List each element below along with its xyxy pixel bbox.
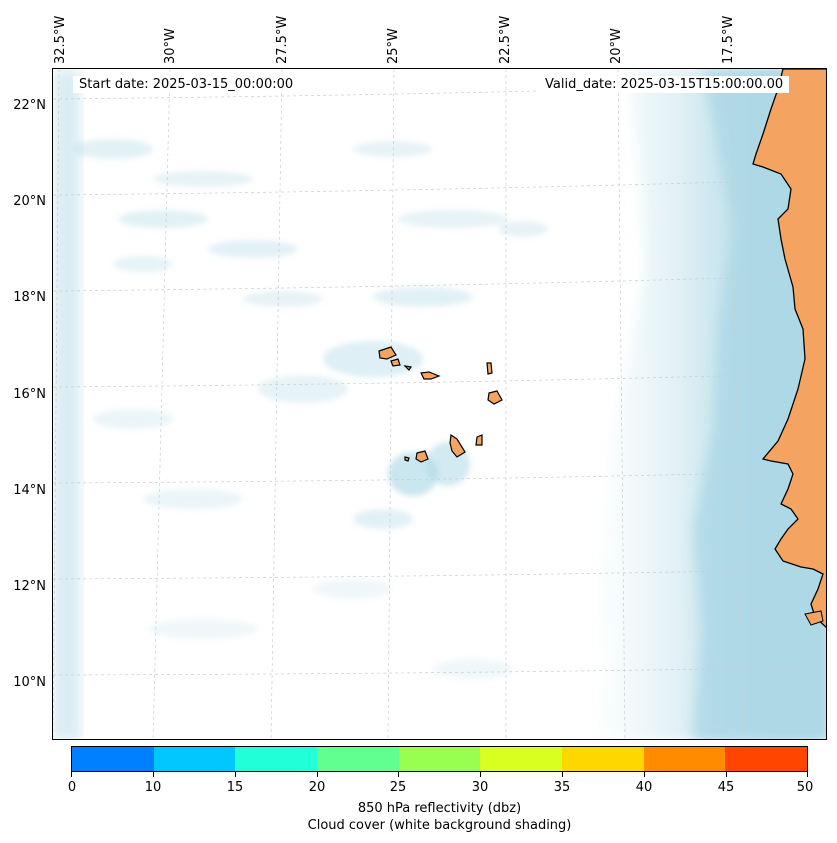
colorbar-tick-label: 40 [635, 780, 653, 795]
map-svg [53, 69, 826, 739]
colorbar-tick-label: 30 [471, 780, 489, 795]
lon-label-17-5w: 17.5°W [721, 15, 736, 64]
colorbar-tick-mark [317, 772, 318, 777]
africa-coast [752, 69, 826, 629]
island-sal [486, 362, 493, 375]
lat-label-12n: 12°N [13, 579, 46, 594]
cape-verde-islands [378, 346, 503, 463]
colorbar-tick-mark [235, 772, 236, 777]
colorbar-tick-label: 15 [226, 780, 244, 795]
colorbar-tick-mark [153, 772, 154, 777]
island-fogo [415, 450, 429, 463]
island-brava [404, 456, 410, 462]
colorbar-tick-label: 25 [389, 780, 407, 795]
colorbar-tick-mark [807, 772, 808, 777]
start-date-label: Start date: 2025-03-15_00:00:00 [73, 76, 300, 93]
colorbar-segment-25-30 [398, 747, 481, 771]
colorbar-tick-mark [726, 772, 727, 777]
lat-label-20n: 20°N [13, 194, 46, 209]
island-santiago [449, 433, 466, 458]
cloud-strip-west [53, 69, 81, 739]
colorbar-tick-label: 50 [796, 780, 814, 795]
colorbar-segment-15-20 [235, 747, 318, 771]
colorbar-tick-mark [644, 772, 645, 777]
coastal-island [804, 610, 824, 626]
lat-label-10n: 10°N [13, 675, 46, 690]
colorbar-segment-10-15 [153, 747, 236, 771]
colorbar-tick-label: 35 [553, 780, 571, 795]
colorbar-tick-mark [562, 772, 563, 777]
lat-label-14n: 14°N [13, 483, 46, 498]
lon-label-20w: 20°W [609, 28, 624, 64]
cloud-patches [73, 139, 548, 679]
colorbar-tick-label: 10 [144, 780, 162, 795]
island-santa-luzia [403, 365, 413, 371]
lon-label-25w: 25°W [386, 28, 401, 64]
island-sao-vicente [390, 358, 401, 367]
colorbar-tick-mark [398, 772, 399, 777]
lon-label-22-5w: 22.5°W [498, 15, 513, 64]
island-maio [475, 434, 483, 446]
lon-label-30w: 30°W [163, 28, 178, 64]
lon-label-27-5w: 27.5°W [275, 15, 290, 64]
colorbar-tick-label: 45 [717, 780, 735, 795]
reflectivity-colorbar [71, 746, 808, 772]
colorbar-segment-35-40 [562, 747, 644, 771]
valid-date-label: Valid_date: 2025-03-15T15:00:00.00 [539, 76, 790, 93]
map-canvas[interactable] [52, 68, 827, 740]
lat-label-18n: 18°N [13, 290, 46, 305]
colorbar-tick-label: 0 [67, 780, 77, 795]
colorbar-segment-0-10 [72, 747, 154, 771]
colorbar-segment-45-50 [725, 747, 808, 771]
lon-label-32-5w: 32.5°W [53, 15, 68, 64]
lat-label-16n: 16°N [13, 387, 46, 402]
colorbar-sublabel: Cloud cover (white background shading) [307, 818, 572, 833]
island-sao-nicolau [420, 371, 441, 380]
colorbar-tick-mark [71, 772, 72, 777]
island-boa-vista [487, 390, 503, 405]
colorbar-segment-40-45 [643, 747, 726, 771]
colorbar-tick-mark [480, 772, 481, 777]
colorbar-segment-20-25 [317, 747, 399, 771]
colorbar-label: 850 hPa reflectivity (dbz) [357, 801, 522, 816]
island-santo-antao [378, 346, 397, 360]
lat-label-22n: 22°N [13, 98, 46, 113]
colorbar-segment-30-35 [480, 747, 563, 771]
colorbar-tick-label: 20 [308, 780, 326, 795]
